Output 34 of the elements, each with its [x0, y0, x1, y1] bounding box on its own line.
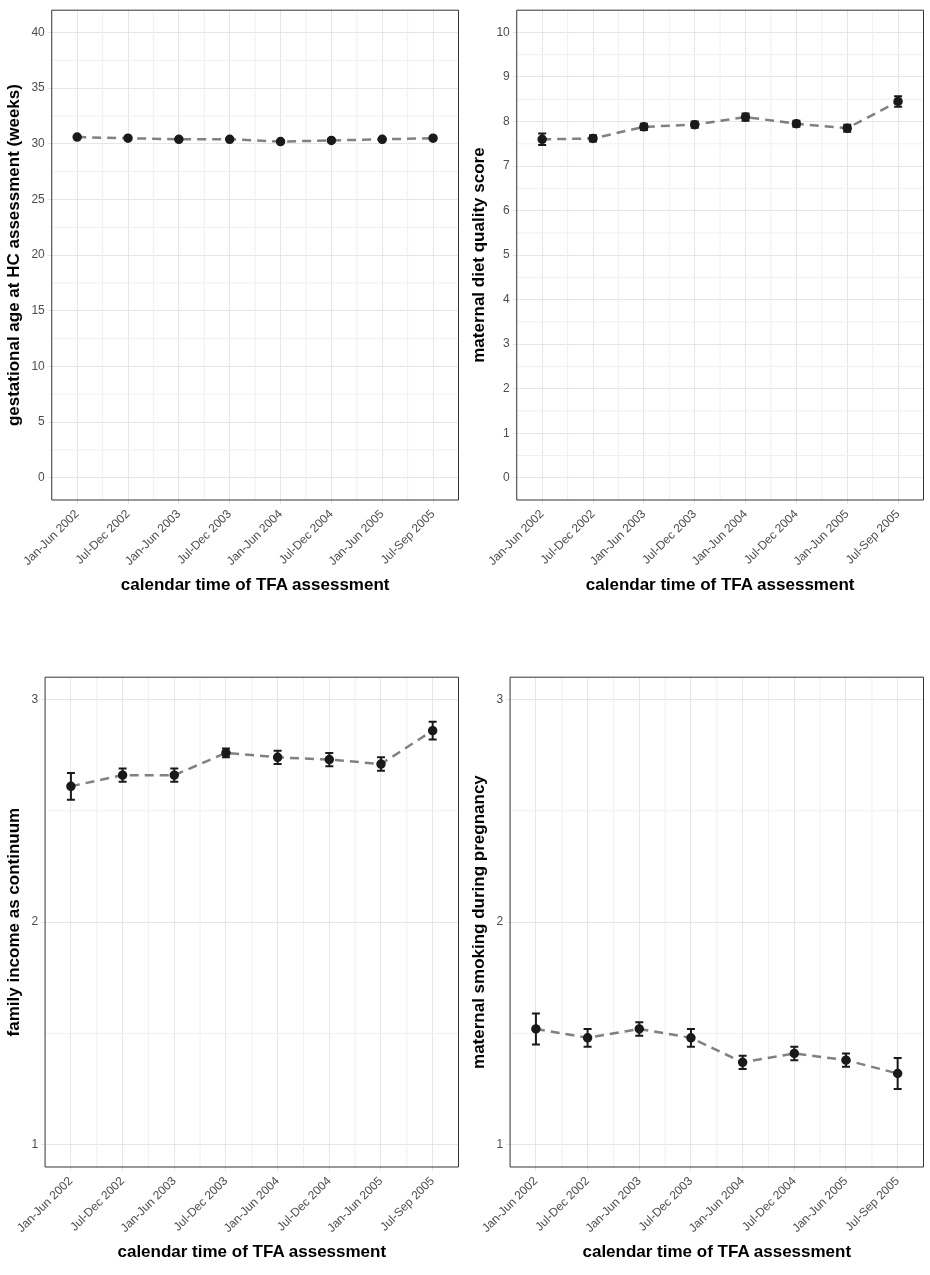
y-tick-label: 2 [503, 380, 511, 395]
y-tick-label: 2 [496, 914, 504, 929]
y-tick-label: 40 [31, 24, 46, 39]
y-tick-label: 0 [38, 470, 46, 485]
y-axis-title: family income as continuum [3, 807, 23, 1037]
y-tick-label: 2 [31, 914, 39, 929]
y-axis-title: maternal smoking during pregnancy [468, 774, 488, 1069]
y-tick-label: 3 [496, 691, 504, 706]
y-tick-label: 10 [31, 358, 46, 373]
y-tick-label: 4 [503, 291, 511, 306]
y-axis-title: maternal diet quality score [468, 147, 488, 363]
x-axis-title: calendar time of TFA assessment [582, 1242, 852, 1262]
y-tick-label: 1 [503, 425, 511, 440]
y-tick-label: 35 [31, 80, 46, 95]
y-tick-label: 10 [496, 24, 511, 39]
y-axis-title: gestational age at HC assessment (weeks) [3, 84, 23, 427]
y-tick-label: 5 [503, 247, 511, 262]
y-tick-label: 8 [503, 113, 511, 128]
x-axis-title: calendar time of TFA assessment [117, 1242, 387, 1262]
y-tick-label: 3 [503, 336, 511, 351]
y-tick-label: 30 [31, 136, 46, 151]
y-tick-label: 1 [31, 1137, 39, 1152]
y-tick-label: 7 [503, 158, 511, 173]
y-tick-label: 3 [31, 691, 39, 706]
x-axis-title: calendar time of TFA assessment [120, 575, 390, 595]
y-tick-label: 5 [38, 414, 46, 429]
y-tick-label: 15 [31, 303, 46, 318]
y-tick-label: 9 [503, 69, 511, 84]
y-tick-label: 6 [503, 202, 511, 217]
y-tick-label: 25 [31, 191, 46, 206]
y-tick-label: 0 [503, 470, 511, 485]
y-tick-label: 20 [31, 247, 46, 262]
x-axis-title: calendar time of TFA assessment [585, 575, 855, 595]
y-tick-label: 1 [496, 1137, 504, 1152]
